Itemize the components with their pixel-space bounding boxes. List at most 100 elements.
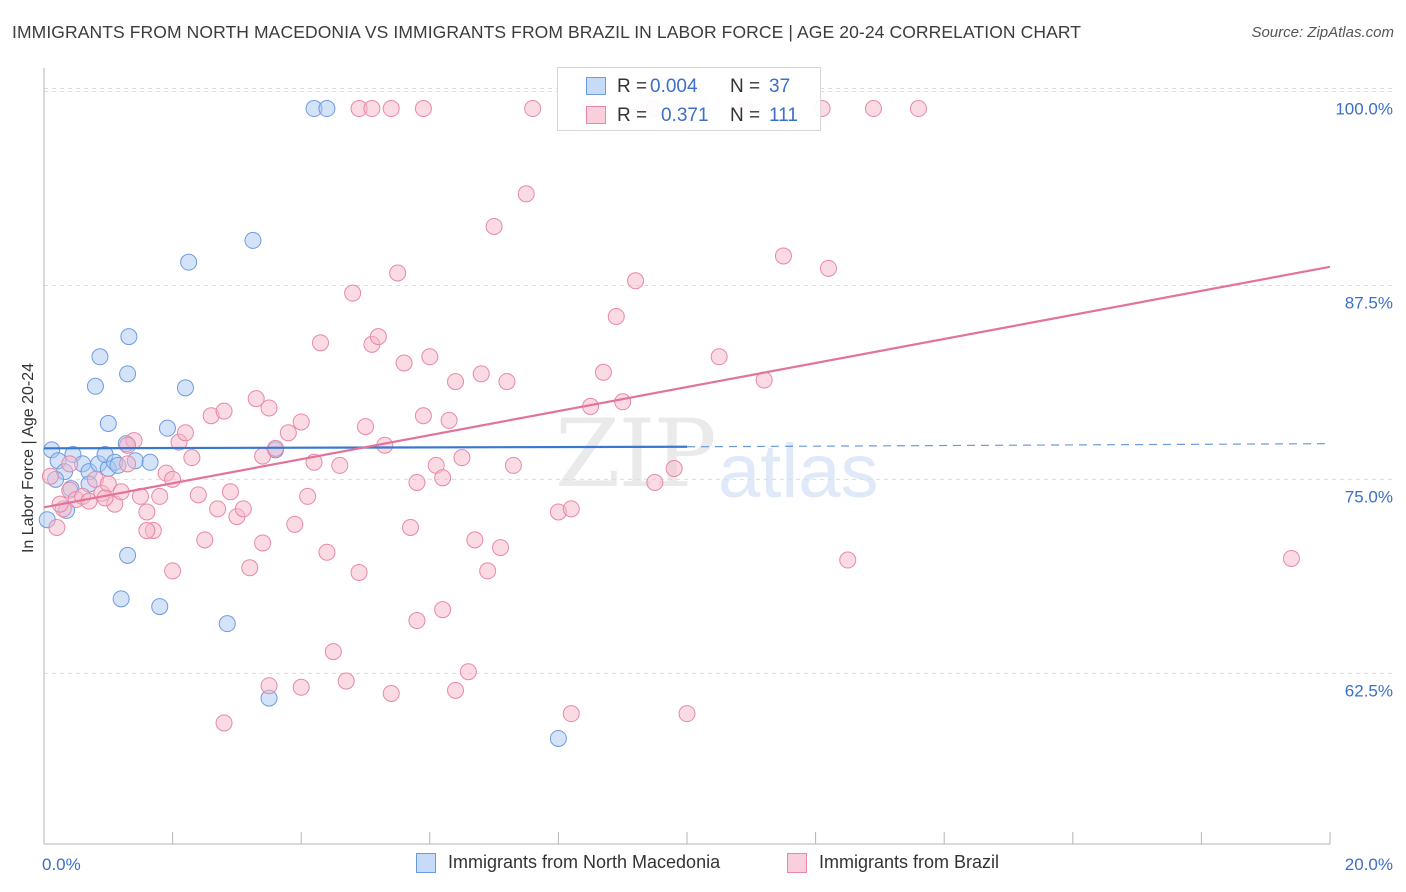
point-brazil xyxy=(447,681,465,699)
point-brazil xyxy=(839,551,857,569)
point-brazil xyxy=(524,100,542,118)
point-brazil xyxy=(479,562,497,580)
trend-line-brazil xyxy=(43,265,1331,509)
point-brazil xyxy=(607,307,625,325)
point-north-macedonia xyxy=(99,415,117,433)
legend-swatch-blue xyxy=(586,77,606,95)
point-brazil xyxy=(710,348,728,366)
point-brazil xyxy=(119,455,137,473)
point-north-macedonia xyxy=(176,379,194,397)
x-tick-label-min: 0.0% xyxy=(42,855,81,874)
point-north-macedonia xyxy=(91,348,109,366)
point-brazil xyxy=(311,334,329,352)
point-brazil xyxy=(492,539,510,557)
point-brazil xyxy=(286,515,304,533)
y-axis-label: In Labor Force | Age 20-24 xyxy=(20,362,37,554)
point-brazil xyxy=(241,559,259,577)
point-brazil xyxy=(1282,549,1300,567)
legend-label: Immigrants from North Macedonia xyxy=(448,852,721,872)
trend-line-north-macedonia-extension xyxy=(686,443,1331,448)
watermark-zip: ZIP xyxy=(555,400,717,509)
legend-label: Immigrants from Brazil xyxy=(819,852,1000,872)
point-brazil xyxy=(382,100,400,118)
point-brazil xyxy=(627,272,645,290)
point-brazil xyxy=(292,413,310,431)
point-brazil xyxy=(138,522,156,540)
point-brazil xyxy=(440,411,458,429)
point-brazil xyxy=(48,518,66,536)
point-brazil xyxy=(247,390,265,408)
point-brazil xyxy=(363,100,381,118)
point-north-macedonia xyxy=(112,590,130,608)
point-north-macedonia xyxy=(119,546,137,564)
point-north-macedonia xyxy=(119,365,137,383)
point-brazil xyxy=(408,473,426,491)
tick-labels: 62.5% 75.0% 87.5% 100.0% 0.0% 20.0% xyxy=(42,100,1393,874)
legend-n-label: N = xyxy=(730,76,761,97)
point-brazil xyxy=(517,185,535,203)
point-brazil xyxy=(369,328,387,346)
point-brazil xyxy=(299,487,317,505)
point-brazil xyxy=(498,373,516,391)
point-brazil xyxy=(151,487,169,505)
point-brazil xyxy=(279,424,297,442)
point-brazil xyxy=(209,500,227,518)
point-brazil xyxy=(646,473,664,491)
legend-n-value: 37 xyxy=(769,76,791,97)
y-tick-label: 100.0% xyxy=(1335,100,1393,119)
legend-r-value: 0.004 xyxy=(650,76,698,97)
data-points xyxy=(38,100,1300,747)
point-north-macedonia xyxy=(318,100,336,118)
legend-r-label: R = xyxy=(617,105,648,126)
legend-r-value: 0.371 xyxy=(661,105,709,126)
point-north-macedonia xyxy=(151,598,169,616)
point-brazil xyxy=(61,455,79,473)
point-brazil xyxy=(324,643,342,661)
point-brazil xyxy=(774,247,792,265)
point-brazil xyxy=(408,612,426,630)
point-north-macedonia xyxy=(180,253,198,271)
point-brazil xyxy=(221,483,239,501)
point-brazil xyxy=(389,264,407,282)
legend-swatch-pink xyxy=(586,106,606,124)
bottom-legend: Immigrants from North Macedonia Immigran… xyxy=(0,852,1406,876)
point-brazil xyxy=(189,486,207,504)
point-brazil xyxy=(459,663,477,681)
legend-n-value: 111 xyxy=(769,105,798,126)
point-brazil xyxy=(292,678,310,696)
point-north-macedonia xyxy=(244,231,262,249)
point-north-macedonia xyxy=(158,419,176,437)
y-tick-label: 62.5% xyxy=(1345,681,1393,700)
point-brazil xyxy=(260,399,278,417)
point-brazil xyxy=(138,503,156,521)
point-brazil xyxy=(485,217,503,235)
point-brazil xyxy=(164,562,182,580)
legend-row-brazil: R = 0.371 N = 111 xyxy=(558,101,820,129)
point-brazil xyxy=(665,459,683,477)
point-brazil xyxy=(402,518,420,536)
point-brazil xyxy=(196,531,214,549)
point-north-macedonia xyxy=(86,377,104,395)
point-brazil xyxy=(453,449,471,467)
point-brazil xyxy=(260,677,278,695)
point-brazil xyxy=(331,456,349,474)
legend-swatch-pink xyxy=(787,853,807,873)
y-tick-label: 75.0% xyxy=(1345,487,1393,506)
point-north-macedonia xyxy=(120,328,138,346)
source-credit: Source: ZipAtlas.com xyxy=(1251,24,1394,41)
legend-r-label: R = xyxy=(617,76,648,97)
legend-row-north-macedonia: R = 0.004 N = 37 xyxy=(558,72,820,100)
watermark-atlas: atlas xyxy=(718,429,879,514)
point-brazil xyxy=(395,354,413,372)
point-brazil xyxy=(414,407,432,425)
point-brazil xyxy=(215,714,233,732)
point-brazil xyxy=(594,363,612,381)
axes xyxy=(43,68,1331,845)
trend-lines xyxy=(43,265,1331,509)
point-north-macedonia xyxy=(549,729,567,747)
point-brazil xyxy=(350,563,368,581)
point-brazil xyxy=(234,500,252,518)
point-brazil xyxy=(434,601,452,619)
point-brazil xyxy=(119,436,137,454)
